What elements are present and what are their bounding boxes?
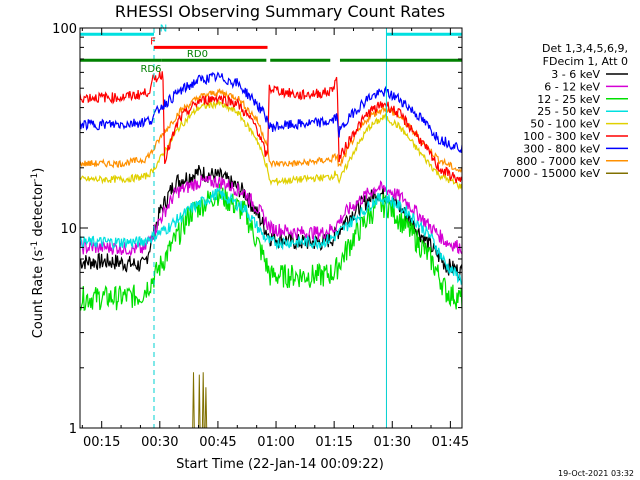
y-axis-label-sup2: -1 xyxy=(30,173,40,182)
legend-label-300-800-kev: 300 - 800 keV xyxy=(523,142,600,155)
y-axis-label: Count Rate (s-1 detector-1) xyxy=(30,168,46,339)
y-axis-label-part3: ) xyxy=(31,168,46,173)
x-axis-label: Start Time (22-Jan-14 00:09:22) xyxy=(176,457,384,472)
plot-area: NF RD0 RD6 xyxy=(79,23,463,428)
footer-timestamp: 19-Oct-2021 03:32 xyxy=(558,469,634,478)
x-tick-label: 00:15 xyxy=(83,435,120,450)
flag-label-rd0: RD0 xyxy=(187,49,208,60)
flag-label-f: F xyxy=(150,36,156,47)
y-tick-label: 100 xyxy=(52,22,77,37)
legend-header-1: FDecim 1, Att 0 xyxy=(543,55,628,68)
x-tick-label: 01:00 xyxy=(257,435,294,450)
legend-label-6-12-kev: 6 - 12 keV xyxy=(544,80,600,93)
series-line-300-800-kev xyxy=(80,71,462,154)
y-axis-label-sup1: -1 xyxy=(30,241,40,250)
legend-label-50-100-kev: 50 - 100 keV xyxy=(530,118,600,131)
legend-label-100-300-kev: 100 - 300 keV xyxy=(523,130,600,143)
legend-label-12-25-kev: 12 - 25 keV xyxy=(537,93,600,106)
y-tick-label: 10 xyxy=(60,222,77,237)
y-tick-label: 1 xyxy=(69,422,77,437)
legend: Det 1,3,4,5,6,9,FDecim 1, Att 03 - 6 keV… xyxy=(502,42,628,180)
series-line-12-25-kev xyxy=(80,183,462,311)
legend-label-7000-15000-kev: 7000 - 15000 keV xyxy=(502,167,600,180)
chart-title: RHESSI Observing Summary Count Rates xyxy=(115,2,445,21)
flag-label-rd6: RD6 xyxy=(140,64,161,75)
series-line-800-7000-kev xyxy=(80,88,462,173)
series-line-50-100-kev xyxy=(80,99,462,191)
y-axis-label-part2: detector xyxy=(31,181,46,241)
x-tick-label: 01:15 xyxy=(315,435,352,450)
axes: 00:15 00:30 00:45 01:00 01:15 01:30 01:45 1 10 10… xyxy=(52,22,469,450)
legend-header-0: Det 1,3,4,5,6,9, xyxy=(542,42,628,55)
y-axis-label-part1: Count Rate (s xyxy=(31,250,46,339)
flag-label-n: N xyxy=(160,23,167,34)
legend-label-3-6-kev: 3 - 6 keV xyxy=(551,68,600,81)
legend-label-25-50-kev: 25 - 50 keV xyxy=(537,105,600,118)
series-line-25-50-kev xyxy=(80,187,462,286)
series-line-100-300-kev xyxy=(80,71,462,184)
series-line-7000-15000-kev xyxy=(192,372,208,428)
x-tick-label: 00:30 xyxy=(141,435,178,450)
series-line-6-12-kev xyxy=(80,175,462,257)
x-tick-label: 01:30 xyxy=(374,435,411,450)
legend-label-800-7000-kev: 800 - 7000 keV xyxy=(516,155,600,168)
x-tick-label: 00:45 xyxy=(199,435,236,450)
x-tick-label: 01:45 xyxy=(432,435,469,450)
